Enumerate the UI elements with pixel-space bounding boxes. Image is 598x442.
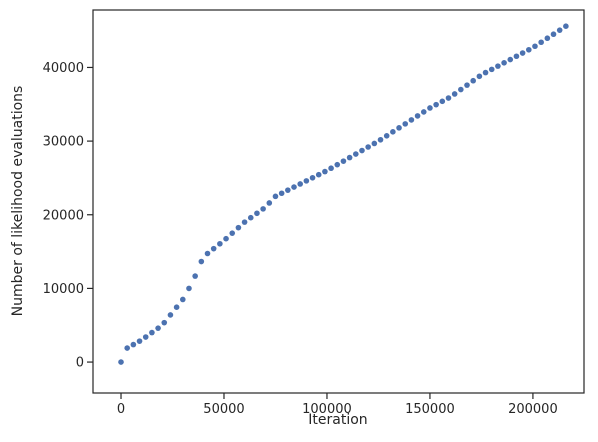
point xyxy=(179,296,186,303)
point xyxy=(118,359,124,365)
point xyxy=(501,60,507,66)
point xyxy=(439,98,446,105)
point xyxy=(353,151,359,157)
point xyxy=(402,121,409,127)
point xyxy=(482,69,489,76)
point xyxy=(217,240,223,247)
point xyxy=(495,63,501,69)
point xyxy=(464,82,470,88)
point xyxy=(254,210,260,217)
point xyxy=(303,178,310,184)
point xyxy=(266,200,273,206)
point xyxy=(142,334,149,340)
x-tick-label: 150000 xyxy=(405,402,455,417)
point xyxy=(359,147,365,154)
y-axis-label: Number of likelihood evaluations xyxy=(10,86,26,317)
y-tick-label: 10000 xyxy=(43,282,84,297)
point xyxy=(513,53,520,60)
x-axis-label: Iteration xyxy=(308,412,367,428)
point xyxy=(210,245,217,252)
point xyxy=(507,56,514,63)
point xyxy=(408,117,415,123)
point xyxy=(223,235,229,242)
point xyxy=(247,214,254,221)
point xyxy=(420,109,427,115)
point xyxy=(488,66,495,73)
point xyxy=(136,338,143,344)
y-tick-label: 20000 xyxy=(43,208,84,223)
plot-frame xyxy=(92,9,585,394)
point xyxy=(458,86,464,93)
point xyxy=(297,181,303,187)
point xyxy=(445,95,452,101)
point xyxy=(476,73,483,80)
point xyxy=(390,129,396,135)
point xyxy=(235,224,242,231)
point xyxy=(532,43,538,50)
y-tick-label: 40000 xyxy=(43,61,84,76)
point xyxy=(377,136,384,143)
y-tick-label: 30000 xyxy=(43,135,84,150)
x-tick-label: 50000 xyxy=(203,402,244,417)
point xyxy=(451,91,458,97)
point xyxy=(149,329,155,336)
point xyxy=(340,158,347,164)
point xyxy=(198,258,205,265)
point xyxy=(470,77,476,84)
point xyxy=(260,206,266,212)
point xyxy=(173,304,180,310)
point xyxy=(241,219,248,225)
point xyxy=(544,35,551,42)
point xyxy=(550,31,557,38)
point xyxy=(272,193,279,200)
point xyxy=(322,168,328,175)
point xyxy=(371,140,378,147)
point xyxy=(563,23,569,30)
point xyxy=(433,101,439,108)
point xyxy=(383,133,390,139)
point xyxy=(155,325,161,331)
point xyxy=(396,125,402,131)
point xyxy=(519,50,526,56)
point xyxy=(414,113,421,119)
x-tick-label: 100000 xyxy=(302,402,352,417)
point xyxy=(328,165,334,172)
point xyxy=(130,341,137,348)
point xyxy=(365,144,371,150)
point xyxy=(427,105,433,111)
point xyxy=(186,285,192,292)
point xyxy=(229,230,236,236)
point xyxy=(334,161,341,168)
point xyxy=(124,345,130,351)
point xyxy=(161,319,168,326)
point xyxy=(309,174,316,181)
point xyxy=(278,190,285,197)
point xyxy=(285,187,291,193)
point xyxy=(346,154,353,161)
point xyxy=(204,250,211,257)
point xyxy=(538,39,544,46)
point xyxy=(526,46,532,53)
point xyxy=(167,312,174,318)
point xyxy=(556,27,563,33)
y-tick-label: 0 xyxy=(76,356,84,371)
point xyxy=(291,184,297,190)
point xyxy=(315,171,322,178)
x-tick-label: 0 xyxy=(117,402,125,417)
x-tick-label: 200000 xyxy=(508,402,558,417)
point xyxy=(192,273,198,279)
